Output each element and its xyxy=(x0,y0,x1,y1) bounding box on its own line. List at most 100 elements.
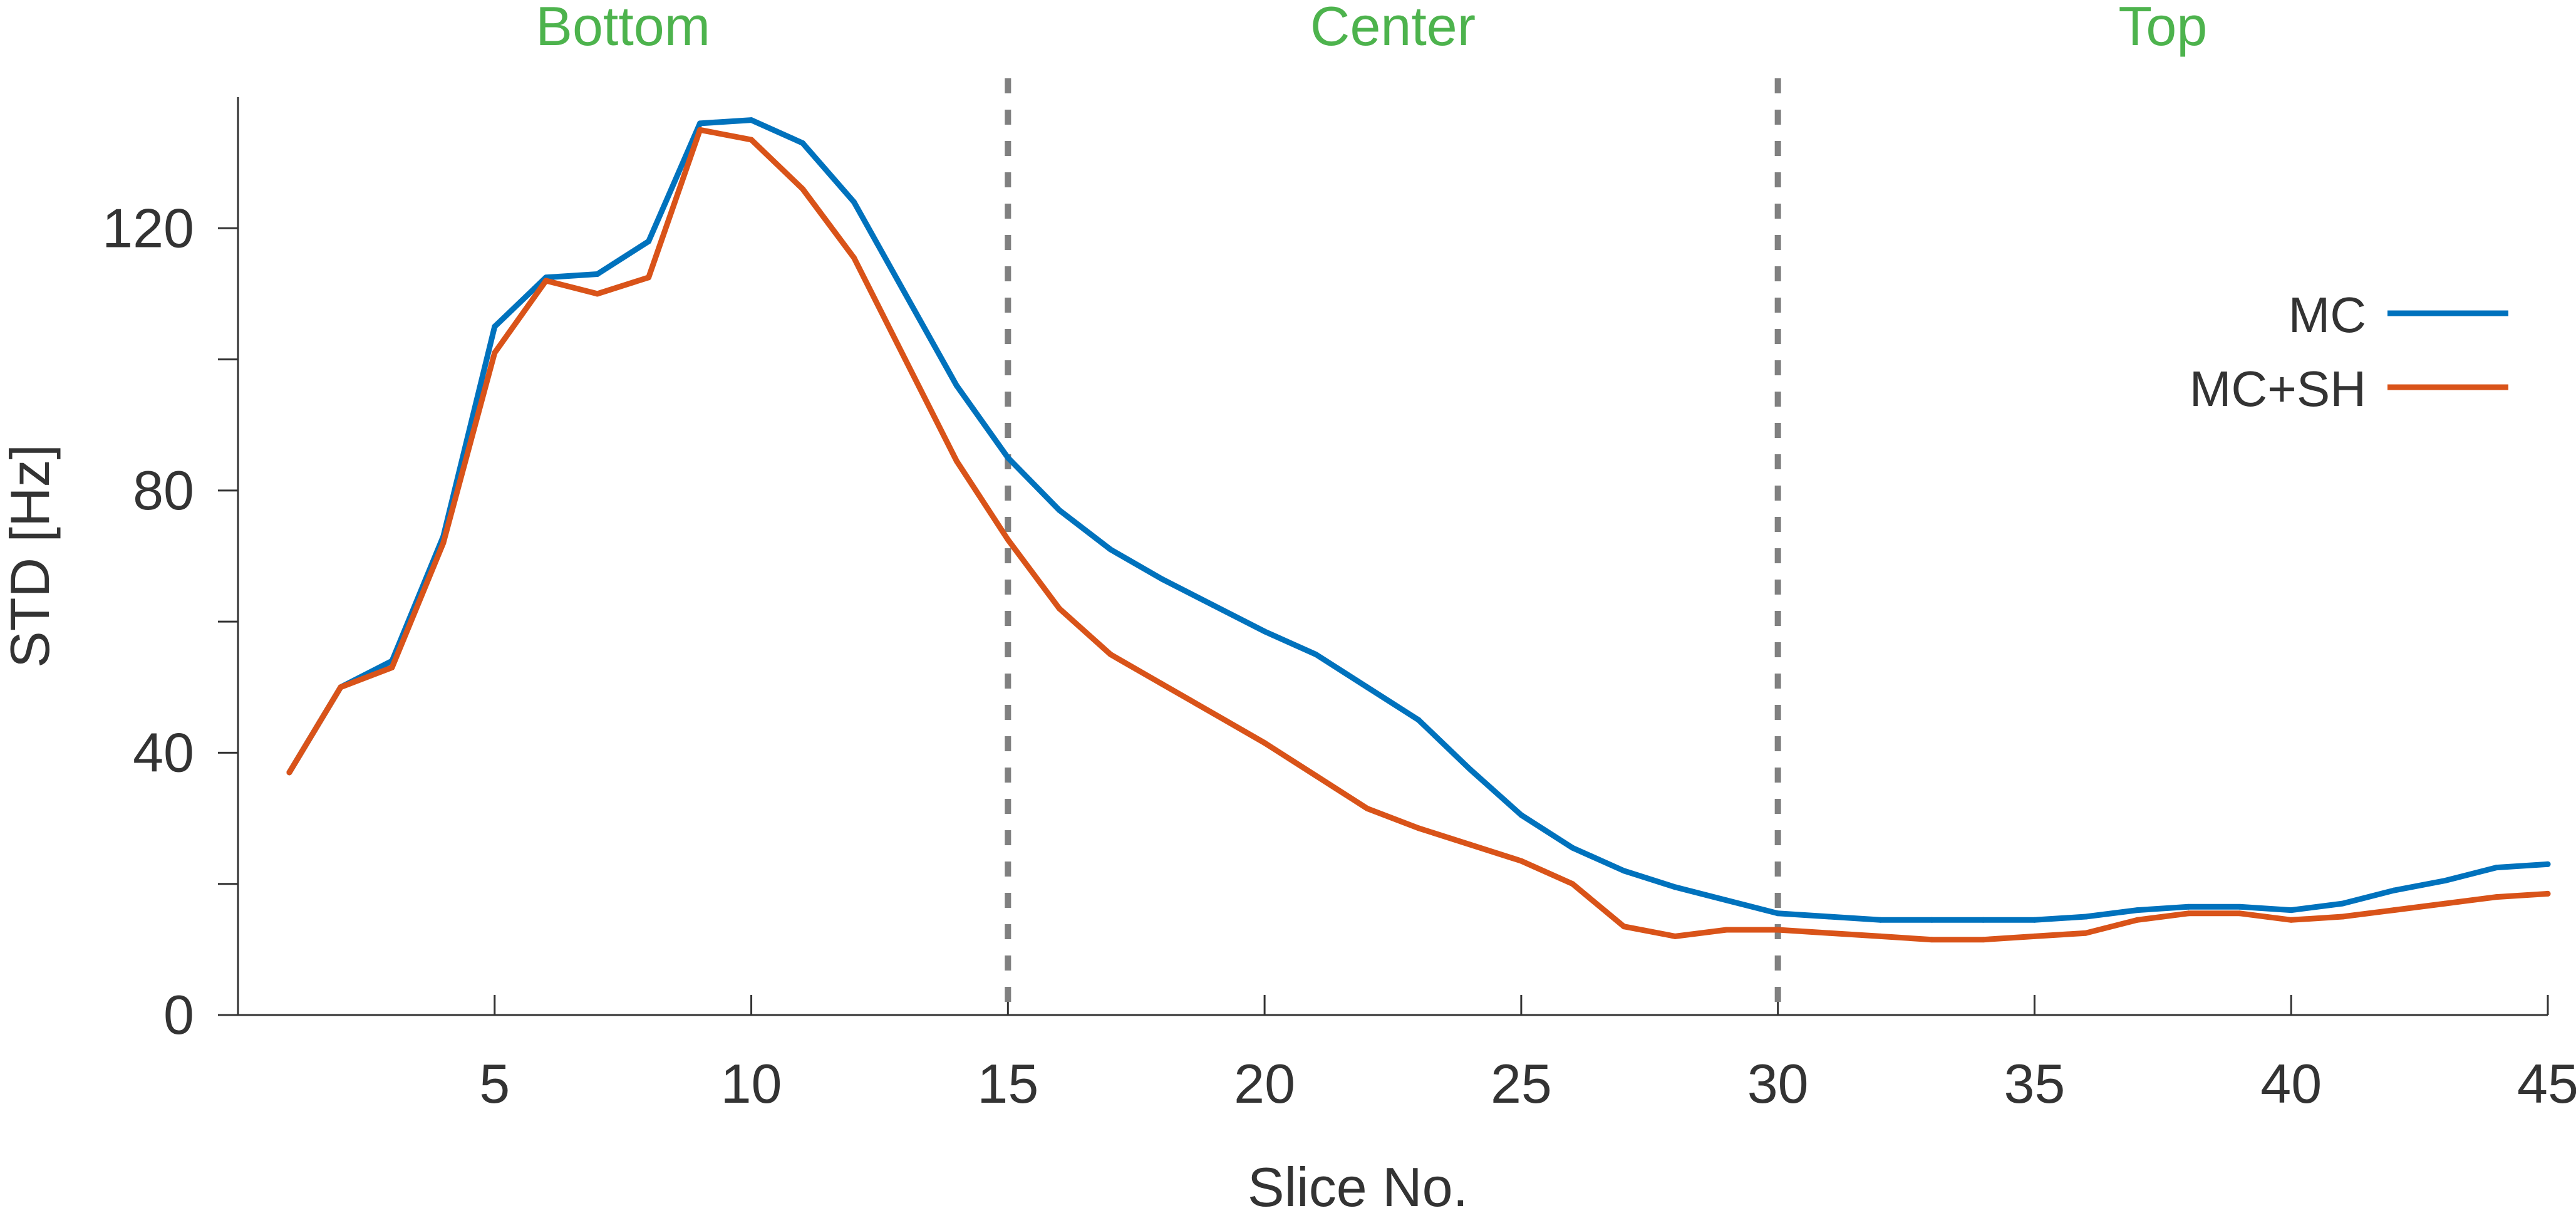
y-tick-label: 40 xyxy=(133,721,194,783)
region-label-top: Top xyxy=(2118,0,2207,57)
x-tick-label: 15 xyxy=(977,1053,1038,1115)
data-point-mc xyxy=(1980,917,1986,923)
data-point-mc-sh xyxy=(1621,924,1627,930)
data-point-mc xyxy=(646,238,652,244)
y-axis-title: STD [Hz] xyxy=(0,444,61,668)
data-point-mc-sh xyxy=(800,186,806,192)
legend-label-mc-sh: MC+SH xyxy=(2190,361,2366,417)
data-point-mc xyxy=(1313,651,1319,657)
data-point-mc xyxy=(1929,917,1935,923)
data-point-mc-sh xyxy=(2442,900,2448,907)
data-point-mc xyxy=(2288,907,2294,914)
data-point-mc xyxy=(2339,900,2346,907)
data-point-mc-sh xyxy=(697,127,703,133)
data-point-mc-sh xyxy=(1826,930,1833,936)
data-point-mc xyxy=(1621,868,1627,874)
data-point-mc-sh xyxy=(1210,711,1216,717)
data-point-mc-sh xyxy=(2493,894,2500,900)
y-tick-label: 80 xyxy=(133,459,194,521)
x-tick-label: 35 xyxy=(2004,1053,2065,1115)
data-point-mc xyxy=(2545,861,2551,867)
data-point-mc xyxy=(851,199,857,205)
data-point-mc xyxy=(1518,812,1524,818)
data-point-mc xyxy=(1364,684,1370,690)
data-point-mc-sh xyxy=(389,664,395,670)
data-point-mc-sh xyxy=(953,458,960,464)
data-point-mc xyxy=(2237,903,2243,910)
data-point-mc xyxy=(1775,910,1781,917)
data-point-mc-sh xyxy=(1672,933,1679,939)
data-point-mc xyxy=(697,120,703,127)
data-point-mc xyxy=(800,140,806,146)
x-tick-label: 10 xyxy=(721,1053,782,1115)
data-point-mc xyxy=(902,291,908,297)
data-point-mc-sh xyxy=(1415,825,1422,831)
x-tick-label: 30 xyxy=(1747,1053,1809,1115)
data-point-mc xyxy=(1724,897,1730,903)
data-point-mc xyxy=(492,323,498,330)
data-point-mc-sh xyxy=(286,769,292,776)
data-point-mc-sh xyxy=(1056,605,1062,612)
data-point-mc xyxy=(2391,887,2397,893)
x-tick-label: 45 xyxy=(2517,1053,2576,1115)
data-point-mc-sh xyxy=(1107,651,1114,657)
data-point-mc-sh xyxy=(1364,805,1370,811)
data-point-mc-sh xyxy=(1005,536,1011,543)
data-point-mc-sh xyxy=(2237,910,2243,917)
data-point-mc-sh xyxy=(902,357,908,363)
data-point-mc xyxy=(2493,865,2500,871)
data-point-mc-sh xyxy=(543,278,549,284)
data-point-mc-sh xyxy=(748,137,755,143)
data-point-mc xyxy=(594,271,601,278)
y-tick-label: 120 xyxy=(102,197,194,259)
data-point-mc-sh xyxy=(1159,681,1165,687)
data-point-mc xyxy=(2031,917,2037,923)
region-label-center: Center xyxy=(1310,0,1476,57)
x-tick-label: 25 xyxy=(1491,1053,1552,1115)
data-point-mc-sh xyxy=(2031,933,2037,939)
data-point-mc-sh xyxy=(1775,927,1781,933)
data-point-mc xyxy=(1415,717,1422,723)
data-point-mc-sh xyxy=(2082,930,2089,936)
data-point-mc-sh xyxy=(1313,773,1319,779)
data-point-mc-sh xyxy=(1518,858,1524,864)
data-point-mc xyxy=(1107,546,1114,553)
data-point-mc xyxy=(1467,766,1473,773)
data-point-mc-sh xyxy=(2134,917,2140,923)
data-point-mc-sh xyxy=(1467,841,1473,848)
data-point-mc-sh xyxy=(2339,914,2346,920)
x-axis-title: Slice No. xyxy=(1248,1156,1468,1213)
data-point-mc xyxy=(748,117,755,123)
data-point-mc xyxy=(1005,455,1011,461)
data-point-mc-sh xyxy=(646,274,652,281)
series-line-mc xyxy=(286,117,2551,923)
y-tick-label: 0 xyxy=(163,984,194,1046)
data-point-mc xyxy=(1056,507,1062,513)
data-point-mc xyxy=(1570,845,1576,851)
data-point-mc-sh xyxy=(2545,890,2551,897)
data-point-mc xyxy=(1672,884,1679,890)
data-point-mc-sh xyxy=(1929,937,1935,943)
data-point-mc-sh xyxy=(1724,927,1730,933)
x-tick-label: 20 xyxy=(1234,1053,1295,1115)
data-point-mc xyxy=(953,382,960,388)
data-point-mc-sh xyxy=(2391,907,2397,914)
data-point-mc xyxy=(2134,907,2140,914)
data-point-mc-sh xyxy=(1980,937,1986,943)
data-point-mc-sh xyxy=(851,254,857,261)
data-point-mc-sh xyxy=(1878,933,1884,939)
data-point-mc xyxy=(1826,914,1833,920)
region-label-bottom: Bottom xyxy=(535,0,710,57)
legend-label-mc: MC xyxy=(2289,287,2366,343)
data-point-mc-sh xyxy=(338,684,344,690)
data-point-mc-sh xyxy=(1261,740,1268,746)
data-point-mc xyxy=(2082,914,2089,920)
data-point-mc xyxy=(1261,628,1268,635)
data-point-mc xyxy=(2185,903,2191,910)
data-point-mc-sh xyxy=(492,350,498,356)
x-tick-label: 5 xyxy=(479,1053,510,1115)
x-tick-label: 40 xyxy=(2260,1053,2322,1115)
data-point-mc-sh xyxy=(2185,910,2191,917)
data-point-mc xyxy=(1878,917,1884,923)
